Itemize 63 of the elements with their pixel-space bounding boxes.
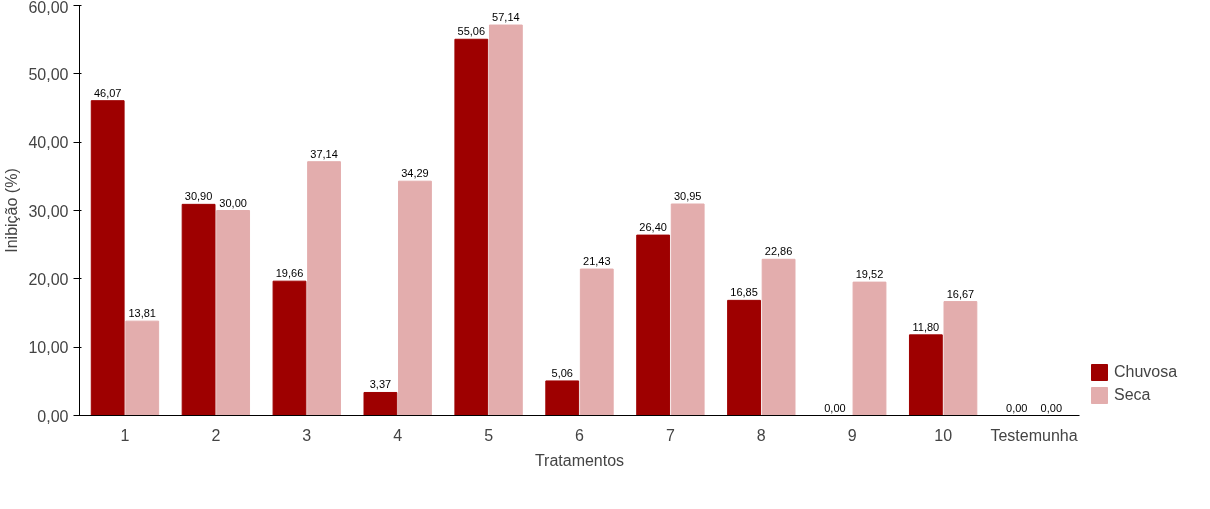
y-tick-label: 20,00 bbox=[28, 270, 69, 288]
y-axis-title: Inibição (%) bbox=[3, 168, 21, 253]
y-tick-label: 30,00 bbox=[28, 202, 69, 220]
x-tick-label: 3 bbox=[302, 426, 312, 444]
bar bbox=[90, 100, 125, 416]
y-tick-label: 60,00 bbox=[28, 0, 69, 16]
x-tick-label: 2 bbox=[211, 426, 221, 444]
legend-label: Chuvosa bbox=[1114, 363, 1178, 381]
y-tick-label: 40,00 bbox=[28, 134, 69, 152]
bar bbox=[761, 258, 796, 416]
data-label: 0,00 bbox=[824, 401, 846, 414]
data-label: 0,00 bbox=[1040, 401, 1063, 414]
data-label: 16,67 bbox=[946, 287, 975, 300]
x-tick-label: 1 bbox=[120, 426, 130, 444]
x-tick-label: 6 bbox=[575, 426, 585, 444]
data-label: 5,06 bbox=[551, 366, 573, 379]
data-label: 46,07 bbox=[93, 86, 122, 99]
data-label: 19,66 bbox=[275, 267, 304, 280]
bar bbox=[307, 161, 341, 416]
bar bbox=[181, 203, 216, 416]
data-label: 30,90 bbox=[184, 190, 213, 203]
y-tick-label: 50,00 bbox=[28, 65, 69, 83]
bar bbox=[488, 24, 523, 416]
bar bbox=[545, 380, 580, 416]
x-tick-label: 5 bbox=[484, 426, 494, 444]
data-label: 55,06 bbox=[457, 25, 486, 38]
x-tick-label: 10 bbox=[934, 426, 953, 444]
data-label: 22,86 bbox=[764, 245, 793, 258]
bar bbox=[727, 299, 761, 416]
x-tick-label: Testemunha bbox=[990, 426, 1078, 444]
data-label: 16,85 bbox=[730, 286, 758, 299]
data-label: 0,00 bbox=[1006, 401, 1028, 414]
data-label: 19,52 bbox=[855, 268, 884, 281]
data-label: 21,43 bbox=[583, 255, 611, 268]
bar bbox=[272, 280, 307, 416]
bar bbox=[363, 391, 398, 416]
legend-label: Seca bbox=[1114, 386, 1151, 404]
x-tick-label: 7 bbox=[665, 426, 675, 444]
bar bbox=[579, 268, 614, 416]
data-label: 3,37 bbox=[369, 378, 392, 391]
x-tick-label: 9 bbox=[847, 426, 857, 444]
data-label: 13,81 bbox=[128, 307, 156, 320]
bar bbox=[636, 234, 671, 416]
x-tick-label: 8 bbox=[756, 426, 766, 444]
data-label: 34,29 bbox=[401, 167, 429, 180]
x-axis-title: Tratamentos bbox=[534, 451, 625, 469]
y-tick-label: 0,00 bbox=[37, 407, 69, 425]
data-label: 11,80 bbox=[912, 320, 940, 333]
bar bbox=[454, 38, 489, 416]
data-label: 26,40 bbox=[639, 221, 667, 234]
data-label: 30,95 bbox=[673, 190, 702, 203]
data-label: 30,00 bbox=[219, 196, 247, 209]
bar bbox=[908, 334, 943, 416]
x-tick-label: 4 bbox=[393, 426, 403, 444]
y-tick-label: 10,00 bbox=[28, 339, 69, 357]
bar bbox=[216, 210, 251, 416]
data-label: 57,14 bbox=[492, 11, 520, 24]
bar bbox=[943, 301, 978, 416]
data-label: 37,14 bbox=[310, 147, 338, 160]
bar bbox=[125, 320, 160, 416]
bar bbox=[398, 180, 432, 416]
bar bbox=[670, 203, 705, 416]
bar bbox=[852, 281, 887, 416]
